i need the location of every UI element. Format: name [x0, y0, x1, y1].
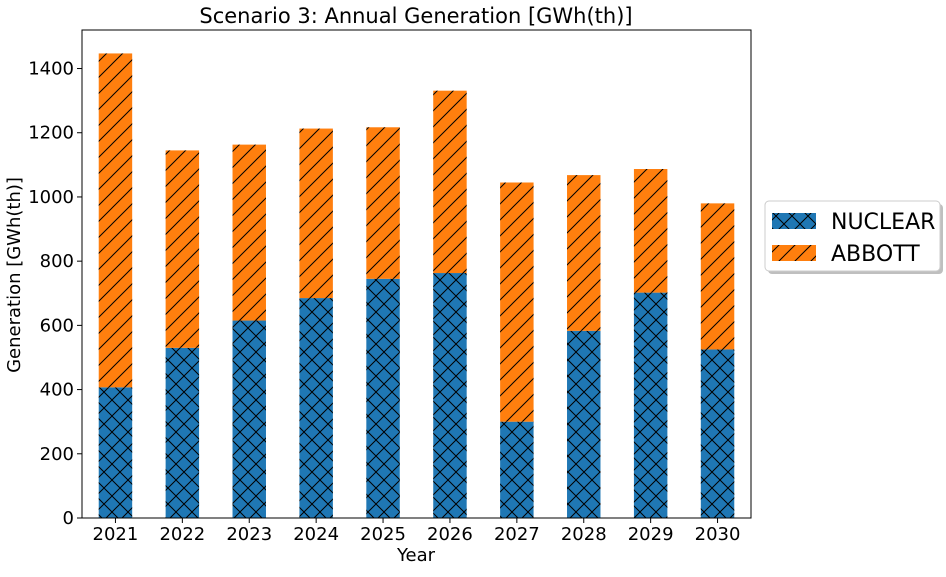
bar-hatch-abbott-2027 — [500, 182, 534, 422]
y-tick-label: 200 — [40, 444, 74, 465]
bar-hatch-abbott-2025 — [366, 127, 400, 279]
y-tick-label: 400 — [40, 380, 74, 401]
y-axis-label: Generation [GWh(th)] — [4, 177, 25, 373]
legend-label-nuclear: NUCLEAR — [831, 210, 935, 235]
legend: NUCLEAR ABBOTT — [764, 200, 943, 274]
legend-label-abbott: ABBOTT — [831, 242, 920, 267]
x-tick-label: 2025 — [360, 524, 406, 545]
bar-hatch-nuclear-2024 — [299, 298, 333, 518]
bar-hatch-nuclear-2029 — [633, 292, 668, 518]
bar-hatch-abbott-2030 — [700, 203, 735, 350]
bars-group — [98, 53, 735, 518]
y-tick-label: 800 — [40, 251, 74, 272]
y-tick-label: 600 — [40, 315, 74, 336]
x-tick-label: 2023 — [226, 524, 272, 545]
x-tick-label: 2022 — [159, 524, 205, 545]
bar-hatch-nuclear-2027 — [500, 421, 534, 518]
legend-swatch-abbott-hatch — [772, 245, 816, 261]
x-tick-label: 2027 — [494, 524, 540, 545]
bar-hatch-nuclear-2025 — [366, 278, 400, 518]
bar-hatch-nuclear-2021 — [98, 387, 133, 518]
x-tick-label: 2028 — [561, 524, 607, 545]
y-axis: 0 200 400 600 800 1000 1200 1400 — [28, 59, 82, 529]
bar-hatch-nuclear-2022 — [165, 347, 200, 518]
y-tick-label: 1200 — [28, 123, 74, 144]
y-tick-label: 1000 — [28, 187, 74, 208]
x-tick-label: 2024 — [293, 524, 339, 545]
x-axis-label: Year — [396, 545, 436, 566]
x-axis: 2021 2022 2023 2024 2025 2026 2027 2028 2029 2030 — [93, 518, 741, 545]
bar-hatch-abbott-2022 — [165, 150, 200, 348]
bar-hatch-abbott-2023 — [232, 144, 266, 321]
x-tick-label: 2021 — [93, 524, 139, 545]
plot-frame — [81, 29, 752, 519]
bar-hatch-nuclear-2023 — [232, 320, 266, 518]
bar-hatch-abbott-2021 — [98, 53, 133, 388]
bar-hatch-abbott-2028 — [567, 175, 601, 331]
bar-hatch-nuclear-2028 — [567, 330, 601, 518]
legend-swatch-nuclear-hatch — [772, 213, 816, 229]
bar-hatch-abbott-2026 — [433, 90, 467, 274]
bar-hatch-nuclear-2030 — [700, 349, 735, 518]
y-tick-label: 0 — [63, 508, 74, 529]
y-tick-label: 1400 — [28, 59, 74, 80]
chart-title: Scenario 3: Annual Generation [GWh(th)] — [199, 4, 632, 28]
bar-hatch-abbott-2024 — [299, 128, 333, 299]
x-tick-label: 2029 — [628, 524, 674, 545]
bar-hatch-abbott-2029 — [633, 169, 668, 293]
x-tick-label: 2026 — [427, 524, 473, 545]
bar-hatch-nuclear-2026 — [433, 273, 467, 518]
x-tick-label: 2030 — [695, 524, 741, 545]
